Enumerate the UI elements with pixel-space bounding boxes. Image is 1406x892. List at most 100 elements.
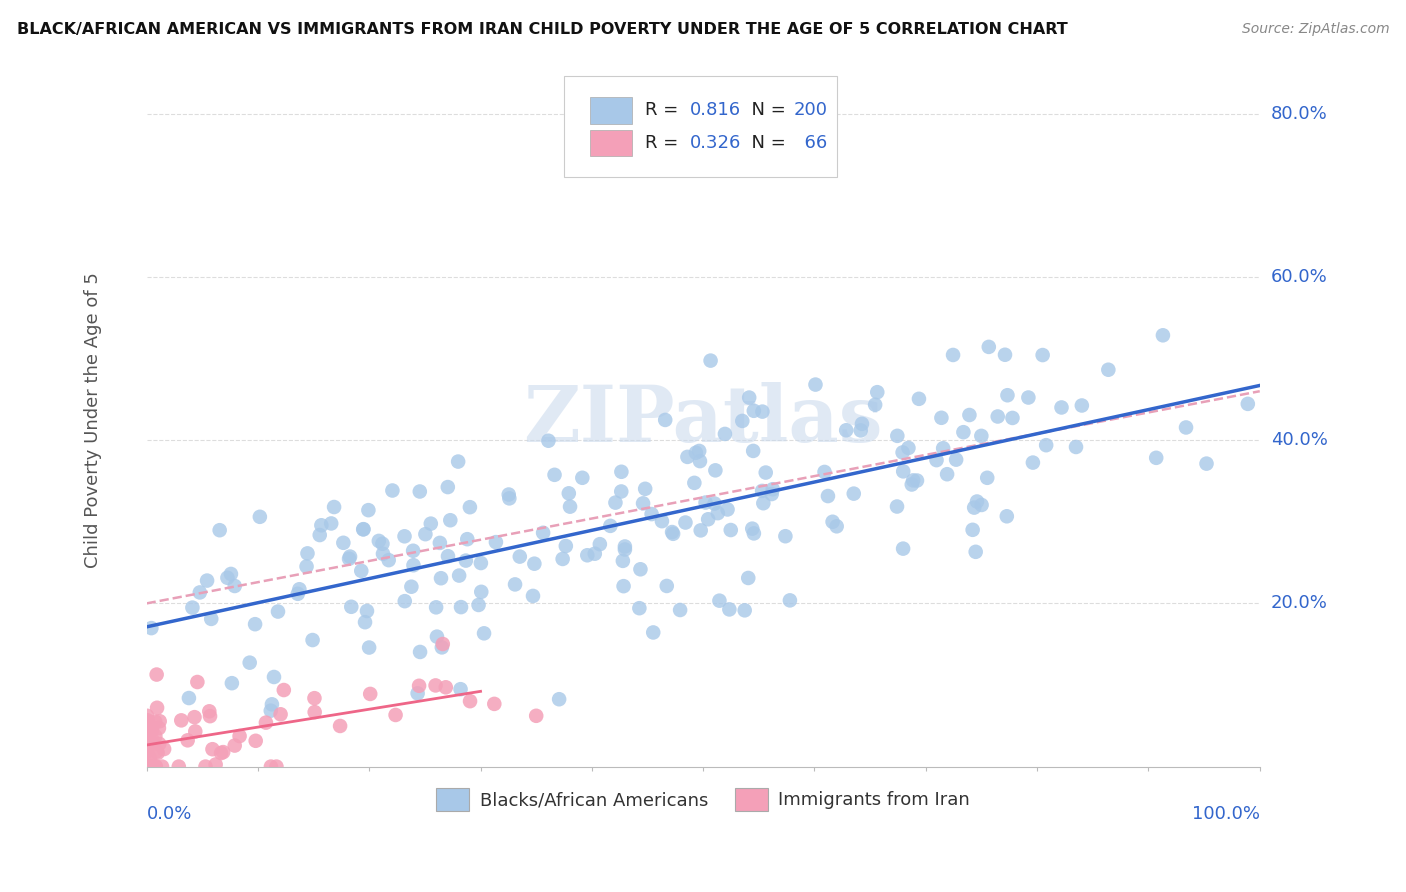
Point xyxy=(742,444,765,458)
Point xyxy=(145,667,167,681)
FancyBboxPatch shape xyxy=(564,77,837,177)
Point xyxy=(905,474,928,488)
Point xyxy=(138,759,160,773)
Point xyxy=(332,536,354,550)
Point xyxy=(200,612,222,626)
Point xyxy=(699,353,721,368)
Point xyxy=(353,522,375,536)
Text: 20.0%: 20.0% xyxy=(1271,594,1327,613)
Point xyxy=(643,625,665,640)
Point xyxy=(409,645,432,659)
Point xyxy=(297,546,319,560)
Point xyxy=(145,729,167,743)
Point xyxy=(170,714,193,728)
Point xyxy=(697,512,720,526)
Point xyxy=(408,679,430,693)
Point xyxy=(688,444,710,458)
Point xyxy=(243,617,266,632)
Point xyxy=(194,759,217,773)
Point xyxy=(942,348,965,362)
Point xyxy=(932,442,955,456)
Point xyxy=(141,721,163,735)
Point xyxy=(1195,457,1218,471)
Point xyxy=(689,524,711,538)
Point xyxy=(267,605,290,619)
Point xyxy=(1070,399,1092,413)
Point xyxy=(425,678,447,692)
Point xyxy=(249,509,271,524)
Point xyxy=(239,656,262,670)
Text: 80.0%: 80.0% xyxy=(1271,104,1327,123)
Point xyxy=(377,553,399,567)
Point xyxy=(543,467,565,482)
Point xyxy=(141,621,163,635)
Point xyxy=(610,484,633,499)
Point xyxy=(676,450,699,464)
Point xyxy=(150,759,173,773)
Point xyxy=(224,579,246,593)
Point xyxy=(1050,401,1073,415)
Point xyxy=(738,391,761,405)
Point xyxy=(340,599,363,614)
Point xyxy=(139,752,162,766)
Point xyxy=(426,630,449,644)
Point xyxy=(311,518,333,533)
Point xyxy=(762,482,785,496)
Point xyxy=(804,377,827,392)
Point xyxy=(613,579,636,593)
Point xyxy=(866,385,889,400)
Point xyxy=(628,601,651,615)
Point xyxy=(141,723,163,738)
Point xyxy=(945,452,967,467)
Point xyxy=(401,580,423,594)
Point xyxy=(742,526,765,541)
Point xyxy=(304,705,326,719)
Point xyxy=(356,604,378,618)
Point xyxy=(775,529,797,543)
Point xyxy=(886,429,908,443)
Point xyxy=(651,514,673,528)
Point xyxy=(485,535,508,549)
Point xyxy=(135,744,157,758)
Point xyxy=(1064,440,1087,454)
Point xyxy=(589,537,612,551)
Text: 200: 200 xyxy=(793,102,827,120)
Point xyxy=(605,495,627,509)
Point xyxy=(188,585,211,599)
Point xyxy=(716,502,738,516)
Point xyxy=(825,519,848,533)
Point xyxy=(135,759,157,773)
Point xyxy=(245,733,267,747)
Point xyxy=(359,687,381,701)
Point xyxy=(430,571,453,585)
Point xyxy=(891,541,914,556)
Point xyxy=(779,593,801,607)
Point xyxy=(439,513,461,527)
Point xyxy=(146,700,169,714)
Point xyxy=(654,413,676,427)
Point xyxy=(201,742,224,756)
Point xyxy=(339,549,361,564)
Point xyxy=(558,486,581,500)
Point xyxy=(304,691,326,706)
Point xyxy=(669,603,692,617)
Point xyxy=(571,471,593,485)
Point xyxy=(813,465,835,479)
Point xyxy=(957,408,980,422)
Point xyxy=(897,441,920,455)
Point xyxy=(901,474,924,488)
Text: 100.0%: 100.0% xyxy=(1192,805,1260,823)
Point xyxy=(987,409,1010,424)
Point xyxy=(406,686,429,700)
Point xyxy=(707,506,730,520)
Point xyxy=(498,491,520,506)
Point xyxy=(737,571,759,585)
Point xyxy=(995,509,1018,524)
Point xyxy=(270,707,292,722)
Point xyxy=(655,579,678,593)
Point xyxy=(952,425,974,440)
Point xyxy=(136,759,159,773)
Point xyxy=(367,533,389,548)
Point xyxy=(323,500,346,514)
Point xyxy=(434,681,457,695)
